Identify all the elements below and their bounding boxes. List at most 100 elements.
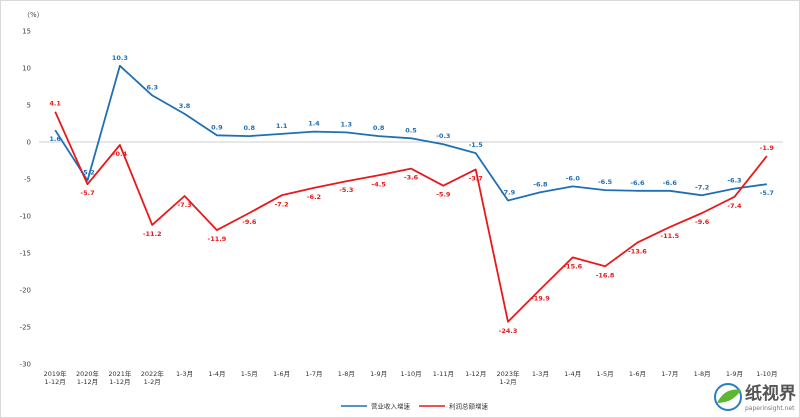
- x-tick-label-line: 1-12月: [465, 370, 486, 378]
- x-tick-label: 2021年 1-12月: [108, 369, 132, 386]
- profit-data-label: -11.9: [208, 235, 227, 243]
- x-tick-label: 1-8月: [694, 370, 711, 378]
- x-tick-label: 1-6月: [629, 370, 646, 378]
- x-tick-label-line: 1-5月: [241, 370, 258, 378]
- profit-data-label: 4.1: [49, 100, 61, 108]
- x-tick-label: 1-4月: [564, 370, 581, 378]
- revenue-data-label: 0.9: [211, 123, 223, 131]
- profit-data-label: -0.4: [113, 150, 128, 158]
- y-tick-label: 10: [22, 65, 31, 73]
- revenue-data-label: -6.0: [566, 174, 581, 182]
- revenue-data-label: -7.2: [695, 183, 709, 191]
- x-tick-label: 1-12月: [465, 370, 486, 378]
- profit-data-label: -5.3: [339, 186, 353, 194]
- profit-data-label: -7.2: [274, 200, 288, 208]
- profit-growth-line: [54, 111, 768, 323]
- x-tick-label-line: 1-8月: [338, 370, 355, 378]
- x-tick-label-line: 1-10月: [756, 370, 777, 378]
- profit-data-label: -7.3: [177, 201, 191, 209]
- x-tick-label-line: 1-3月: [176, 370, 193, 378]
- y-tick-label: 15: [22, 28, 31, 36]
- revenue-data-label: -5.7: [760, 189, 774, 197]
- x-tick-label: 2023年 1-2月: [497, 369, 521, 386]
- x-tick-label-line: 2022年: [141, 369, 165, 378]
- x-tick-label: 1-5月: [241, 370, 258, 378]
- revenue-data-label: 10.3: [112, 54, 128, 62]
- profit-data-label: -16.8: [596, 271, 615, 279]
- revenue-data-label: -5.2: [80, 168, 94, 176]
- revenue-data-label: -6.3: [727, 177, 741, 185]
- revenue-data-label: 0.8: [373, 124, 385, 132]
- profit-data-label: -7.4: [727, 202, 742, 210]
- profit-data-label: -24.3: [499, 327, 518, 335]
- profit-data-label: -5.7: [80, 189, 94, 197]
- x-tick-label-line: 1-5月: [597, 370, 614, 378]
- x-tick-label: 1-4月: [208, 370, 225, 378]
- profit-data-label: -3.7: [469, 174, 483, 182]
- revenue-growth-line: [54, 64, 767, 202]
- x-tick-label: 1-7月: [305, 370, 322, 378]
- y-tick-label: 0: [27, 139, 31, 147]
- x-tick-label: 2019年 1-12月: [44, 369, 68, 386]
- x-tick-label-line: 2023年: [497, 369, 521, 378]
- y-tick-label: -5: [24, 176, 31, 184]
- logo-emblem-icon: [714, 383, 742, 411]
- revenue-data-label: -6.6: [663, 179, 678, 187]
- revenue-data-label: -7.9: [501, 188, 516, 196]
- logo-leaf-icon: [717, 389, 741, 403]
- revenue-data-label: -1.5: [469, 141, 484, 149]
- profit-data-label: -11.2: [143, 230, 162, 238]
- revenue-data-label: 3.8: [179, 102, 191, 110]
- x-tick-label: 1-9月: [726, 370, 743, 378]
- revenue-data-label: -6.8: [533, 180, 548, 188]
- revenue-data-label: 1.3: [341, 120, 353, 128]
- profit-data-label: -9.6: [242, 218, 257, 226]
- revenue-data-label: -6.5: [598, 178, 613, 186]
- profit-data-label: -4.5: [372, 180, 387, 188]
- x-tick-label: 1-8月: [338, 370, 355, 378]
- x-tick-label: 1-3月: [176, 370, 193, 378]
- profit-data-label: -11.5: [660, 232, 679, 240]
- x-tick-label: 2020年 1-12月: [76, 369, 100, 386]
- x-tick-label: 1-3月: [532, 370, 549, 378]
- x-tick-label: 1-11月: [433, 370, 454, 378]
- x-tick-label-line: 1-12月: [109, 378, 130, 386]
- profit-data-label: -13.6: [628, 248, 647, 256]
- y-tick-label: 5: [27, 102, 31, 110]
- profit-data-label: -1.9: [760, 144, 775, 152]
- x-tick-label: 1-5月: [597, 370, 614, 378]
- y-tick-label: -25: [20, 324, 31, 332]
- x-tick-label-line: 1-4月: [564, 370, 581, 378]
- x-tick-label-line: 1-11月: [433, 370, 454, 378]
- revenue-data-label: 0.8: [244, 124, 256, 132]
- revenue-data-label: 1.1: [276, 122, 288, 130]
- x-tick-label: 1-9月: [370, 370, 387, 378]
- profit-data-label: -9.6: [695, 218, 710, 226]
- x-tick-label-line: 2020年: [76, 369, 100, 378]
- profit-data-label: -5.9: [436, 191, 451, 199]
- profit-data-label: -3.6: [404, 174, 419, 182]
- x-tick-label: 2022年 1-2月: [141, 369, 165, 386]
- revenue-data-label: -6.6: [630, 179, 645, 187]
- x-tick-label: 1-6月: [273, 370, 290, 378]
- x-tick-label-line: 1-2月: [499, 378, 516, 386]
- x-tick-label-line: 1-2月: [144, 378, 161, 386]
- revenue-data-label: 6.3: [146, 83, 158, 91]
- x-tick-label-line: 1-4月: [208, 370, 225, 378]
- x-tick-label-line: 1-12月: [45, 378, 66, 386]
- x-tick-label: 1-10月: [400, 370, 421, 378]
- legend-label-revenue: 营业收入增速: [371, 402, 411, 411]
- x-tick-label: 1-10月: [756, 370, 777, 378]
- y-tick-label: -10: [20, 213, 31, 221]
- x-tick-label-line: 1-7月: [661, 370, 678, 378]
- legend: 营业收入增速 利润总额增速: [341, 402, 489, 411]
- watermark-logo: 纸视界 paperinsight.net: [714, 383, 796, 412]
- x-tick-label-line: 1-9月: [370, 370, 387, 378]
- profit-data-label: -19.9: [531, 294, 550, 302]
- x-tick-label-line: 1-9月: [726, 370, 743, 378]
- x-tick-label-line: 1-12月: [77, 378, 98, 386]
- y-tick-label: -30: [20, 361, 31, 369]
- y-tick-label: -15: [20, 250, 31, 258]
